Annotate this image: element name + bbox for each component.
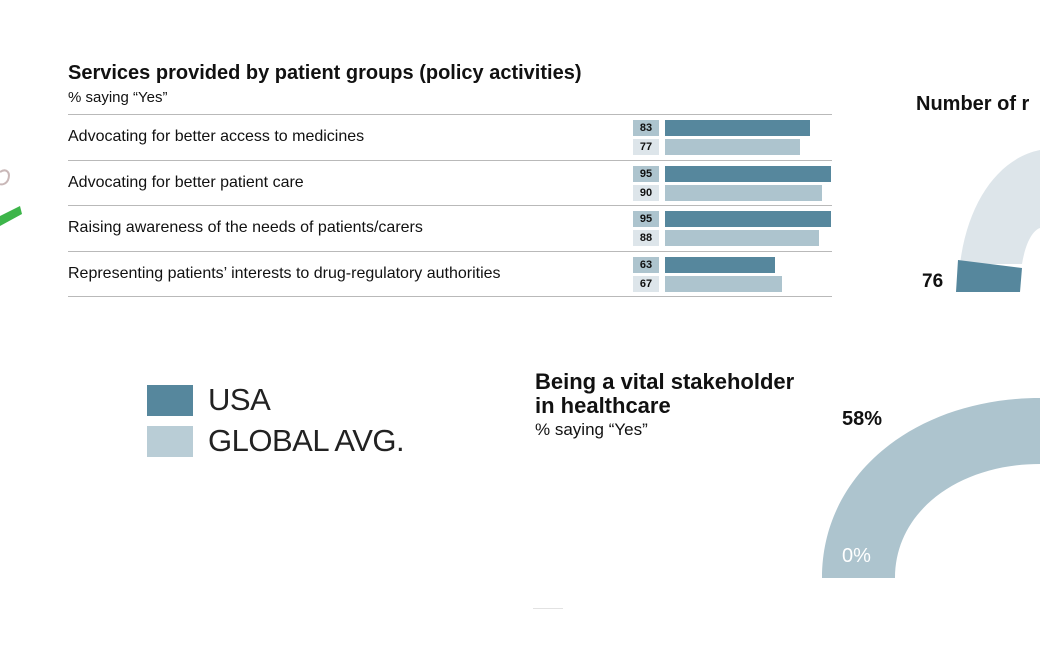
value-label-box (633, 230, 659, 246)
cropped-green-mark (0, 206, 22, 226)
row-divider (68, 114, 832, 115)
bar-usa (665, 211, 831, 227)
value-label: 90 (639, 186, 653, 199)
value-label-box (633, 256, 659, 273)
gauge-arc (822, 398, 1040, 578)
bar-usa (665, 120, 810, 136)
bar-global (665, 230, 819, 246)
value-label: 63 (639, 258, 653, 271)
value-label: 95 (639, 213, 653, 225)
stakeholder-gauge (822, 398, 1040, 578)
value-label-box (633, 275, 659, 292)
stakeholder-title-line2: in healthcare (535, 393, 671, 418)
donut-pale-arc (960, 150, 1040, 264)
legend-global-swatch (147, 426, 193, 457)
cropped-ring-fragment (0, 169, 10, 186)
stakeholder-title-line1: Being a vital stakeholder (535, 369, 795, 394)
row-divider (68, 296, 832, 297)
value-label: 88 (639, 232, 653, 244)
row-divider (68, 159, 832, 161)
category-label: Representing patients’ interests to drug… (68, 264, 501, 282)
value-label-box (633, 184, 659, 201)
value-label: 95 (639, 167, 653, 180)
number-donut (956, 150, 1040, 292)
row-divider (68, 205, 832, 206)
bar-usa (665, 256, 775, 273)
divider-fragment (533, 608, 563, 609)
donut-value-76: 76 (922, 271, 944, 292)
legend-global-label: GLOBAL AVG. (208, 423, 405, 458)
value-label-box (633, 165, 659, 182)
gauge-label-58: 58% (842, 408, 883, 430)
category-label: Raising awareness of the needs of patien… (68, 219, 423, 236)
cropped-graphic-fragment (0, 169, 22, 226)
stakeholder-subtitle: % saying “Yes” (535, 420, 648, 439)
category-label: Advocating for better patient care (68, 173, 304, 191)
value-label: 77 (639, 141, 653, 153)
bar-global (665, 139, 800, 155)
legend-usa-label: USA (208, 382, 271, 417)
bar-chart-title: Services provided by patient groups (pol… (68, 62, 582, 84)
value-label: 83 (639, 122, 653, 134)
number-chart-title: Number of r (916, 93, 1030, 115)
legend-usa-swatch (147, 385, 193, 416)
bar-global (665, 184, 822, 201)
row-divider (68, 250, 832, 252)
bar-usa (665, 165, 831, 182)
bar-global (665, 275, 782, 292)
donut-usa-segment (956, 260, 1022, 292)
bar-chart-subtitle: % saying “Yes” (68, 89, 168, 106)
category-label: Advocating for better access to medicine… (68, 128, 365, 145)
value-label-box (633, 139, 659, 155)
value-label-box (633, 211, 659, 227)
value-label: 67 (639, 277, 653, 290)
value-label-box (633, 120, 659, 136)
gauge-label-0: 0% (842, 545, 871, 567)
